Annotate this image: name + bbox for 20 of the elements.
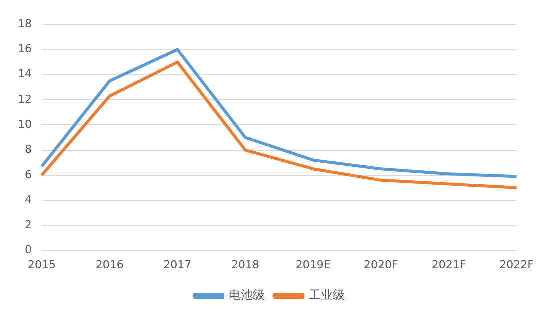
y-tick-label: 6 <box>24 168 32 182</box>
y-tick-label: 10 <box>18 118 32 131</box>
y-tick-label: 14 <box>18 68 32 81</box>
legend-label: 工业级 <box>309 288 345 302</box>
x-tick-label: 2019E <box>296 258 331 272</box>
x-tick-label: 2015 <box>28 258 56 272</box>
x-tick-label: 2021F <box>432 258 466 272</box>
legend-label: 电池级 <box>229 288 265 302</box>
x-tick-label: 2016 <box>96 258 124 272</box>
x-tick-label: 2020F <box>364 258 398 272</box>
y-tick-label: 16 <box>18 42 32 56</box>
x-tick-label: 2018 <box>232 258 260 272</box>
y-tick-label: 8 <box>24 143 32 156</box>
x-tick-label: 2022F <box>500 258 534 272</box>
y-tick-label: 12 <box>18 92 32 106</box>
x-tick-label: 2017 <box>164 258 192 272</box>
y-tick-label: 0 <box>24 244 32 257</box>
y-tick-label: 18 <box>18 17 32 30</box>
y-tick-label: 2 <box>24 218 32 232</box>
y-tick-label: 4 <box>24 193 32 206</box>
